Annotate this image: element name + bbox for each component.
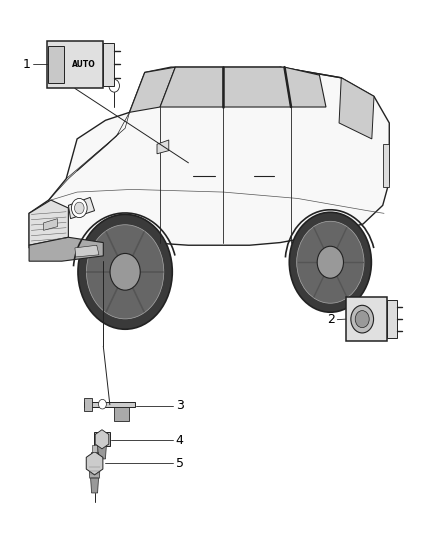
Polygon shape: [339, 78, 374, 139]
Polygon shape: [160, 67, 223, 107]
Circle shape: [71, 198, 87, 217]
Polygon shape: [130, 67, 175, 112]
Circle shape: [86, 225, 164, 319]
Polygon shape: [285, 67, 326, 107]
Polygon shape: [84, 398, 92, 411]
Polygon shape: [91, 451, 98, 463]
Polygon shape: [157, 140, 169, 154]
Polygon shape: [387, 300, 397, 338]
Text: 3: 3: [176, 399, 184, 413]
Text: 4: 4: [176, 434, 184, 447]
Polygon shape: [43, 219, 57, 230]
Polygon shape: [89, 463, 100, 478]
Polygon shape: [68, 197, 95, 219]
Polygon shape: [223, 67, 291, 107]
Polygon shape: [94, 432, 110, 446]
Text: AUTO: AUTO: [72, 60, 95, 69]
Polygon shape: [29, 237, 103, 261]
Circle shape: [74, 202, 84, 214]
Circle shape: [297, 221, 364, 303]
Circle shape: [289, 212, 371, 312]
Polygon shape: [46, 41, 103, 88]
Polygon shape: [84, 401, 135, 407]
Polygon shape: [29, 200, 68, 245]
Polygon shape: [98, 446, 106, 459]
Polygon shape: [383, 144, 389, 187]
Text: 1: 1: [23, 58, 31, 71]
Polygon shape: [346, 297, 387, 341]
Circle shape: [317, 246, 343, 278]
Circle shape: [99, 399, 106, 409]
Polygon shape: [48, 46, 64, 83]
Circle shape: [351, 305, 374, 333]
Polygon shape: [92, 445, 97, 451]
Text: 2: 2: [327, 313, 335, 326]
Text: 5: 5: [176, 457, 184, 470]
Polygon shape: [103, 43, 114, 86]
Polygon shape: [95, 430, 109, 449]
Circle shape: [109, 79, 120, 92]
Circle shape: [110, 254, 140, 290]
Circle shape: [78, 214, 172, 329]
Polygon shape: [114, 407, 130, 421]
Circle shape: [355, 311, 369, 328]
Polygon shape: [29, 67, 389, 248]
Polygon shape: [86, 451, 103, 475]
Polygon shape: [91, 478, 99, 493]
Polygon shape: [75, 245, 99, 257]
